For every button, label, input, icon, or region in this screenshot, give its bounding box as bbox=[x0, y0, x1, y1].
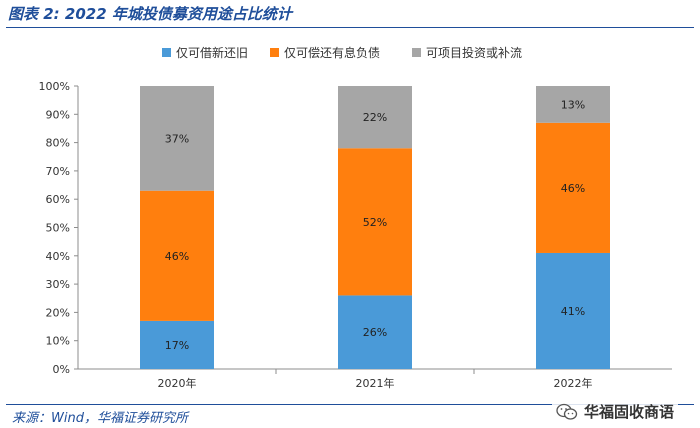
data-label: 41% bbox=[561, 305, 585, 318]
y-tick-label: 40% bbox=[46, 250, 70, 263]
legend-label: 仅可偿还有息负债 bbox=[284, 45, 380, 60]
data-label: 37% bbox=[165, 132, 189, 145]
bar-segment bbox=[140, 320, 214, 369]
data-label: 22% bbox=[363, 111, 387, 124]
bar-segment bbox=[536, 122, 610, 253]
data-label: 26% bbox=[363, 326, 387, 339]
bar-segment bbox=[536, 252, 610, 369]
legend-swatch bbox=[162, 48, 171, 57]
figure-title: 图表 2: 2022 年城投债募资用途占比统计 bbox=[8, 5, 292, 23]
bar-segment bbox=[536, 86, 610, 123]
y-tick-label: 0% bbox=[53, 363, 70, 376]
y-tick-label: 50% bbox=[46, 222, 70, 235]
x-tick-label: 2022年 bbox=[554, 376, 593, 390]
bar-segment bbox=[338, 295, 412, 369]
bar-segment bbox=[140, 190, 214, 321]
source-note: 来源：Wind，华福证券研究所 bbox=[12, 411, 188, 426]
stacked-bar-chart: 0% 10% 20% 30% 40% 50% 60% 70% 80% 90% 100% 17% 46% 3… bbox=[39, 45, 672, 390]
legend-label: 仅可借新还旧 bbox=[176, 45, 248, 60]
watermark-text: 华福固收商语 bbox=[584, 403, 675, 421]
footer-rule bbox=[6, 404, 694, 405]
y-tick-label: 90% bbox=[46, 108, 70, 121]
title-rule bbox=[6, 27, 694, 28]
y-tick-label: 70% bbox=[46, 165, 70, 178]
bar-segment bbox=[140, 86, 214, 191]
data-label: 17% bbox=[165, 339, 189, 352]
legend-label: 可项目投资或补流 bbox=[426, 45, 522, 60]
legend-swatch bbox=[412, 48, 421, 57]
bar-segment bbox=[338, 86, 412, 149]
legend-swatch bbox=[270, 48, 279, 57]
y-tick-label: 60% bbox=[46, 193, 70, 206]
y-tick-label: 10% bbox=[46, 335, 70, 348]
data-label: 52% bbox=[363, 216, 387, 229]
y-tick-label: 100% bbox=[39, 80, 70, 93]
bar-segment bbox=[338, 148, 412, 296]
data-label: 13% bbox=[561, 98, 585, 111]
data-label: 46% bbox=[561, 182, 585, 195]
data-label: 46% bbox=[165, 250, 189, 263]
y-tick-label: 80% bbox=[46, 137, 70, 150]
wechat-watermark: 华福固收商语 bbox=[552, 400, 679, 423]
y-tick-label: 30% bbox=[46, 278, 70, 291]
x-tick-label: 2020年 bbox=[158, 376, 197, 390]
x-tick-label: 2021年 bbox=[356, 376, 395, 390]
wechat-icon bbox=[556, 403, 578, 420]
y-tick-label: 20% bbox=[46, 306, 70, 319]
